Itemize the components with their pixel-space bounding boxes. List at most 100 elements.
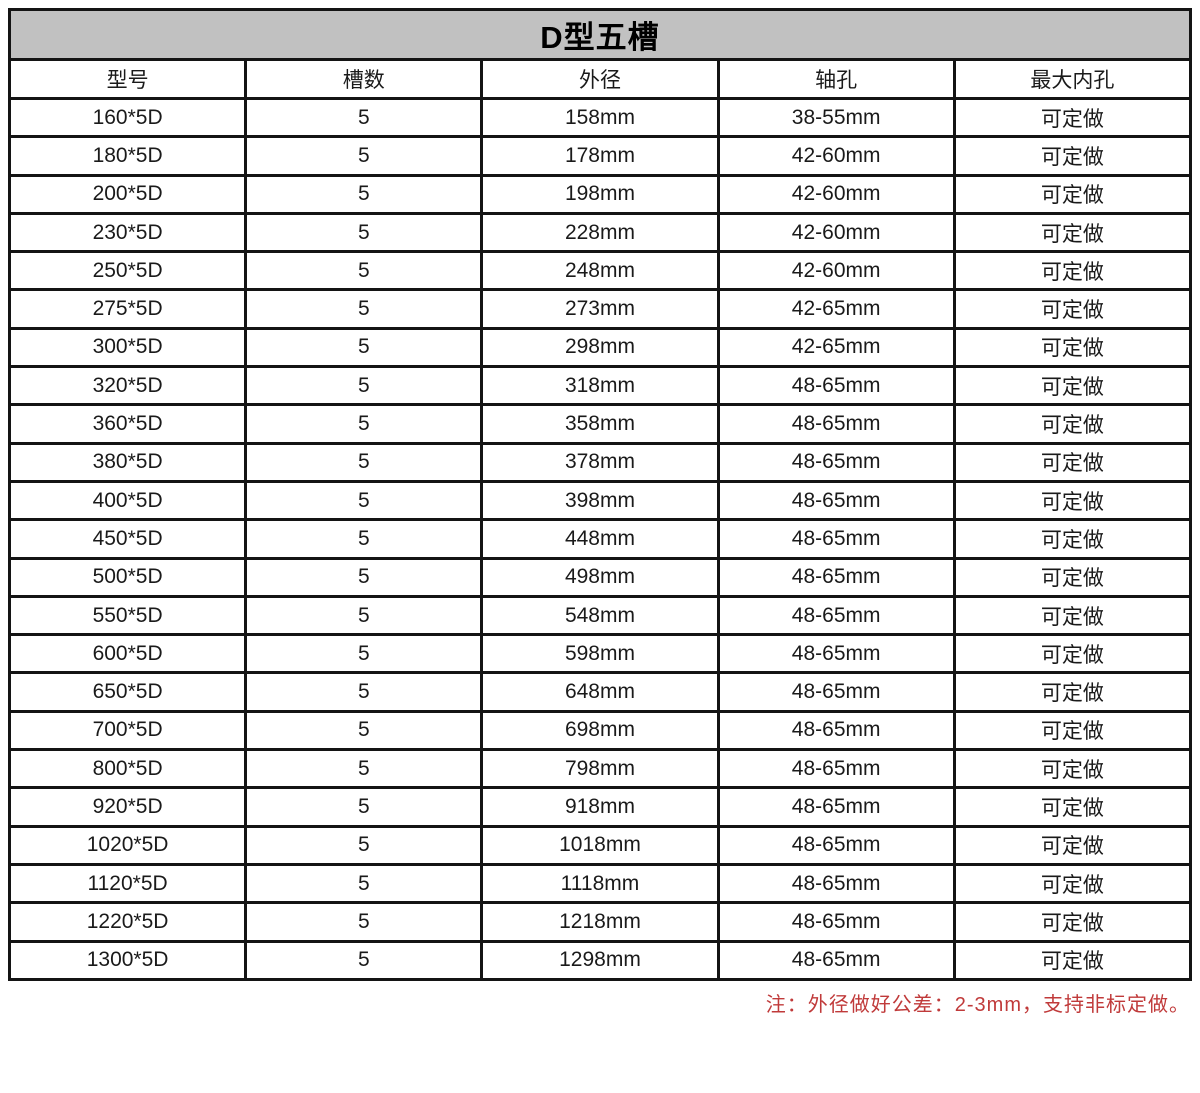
table-cell: 160*5D <box>7 96 248 139</box>
table-row: 250*5D 5 248mm 42-60mm 可定做 <box>7 250 1193 292</box>
table-cell: 275*5D <box>7 288 248 330</box>
table-cell: 5 <box>244 671 484 713</box>
table-cell: 42-60mm <box>716 173 956 215</box>
table-cell: 5 <box>244 748 484 790</box>
table-row: 700*5D 5 698mm 48-65mm 可定做 <box>7 709 1193 752</box>
table-cell: 1020*5D <box>7 824 248 866</box>
table-cell: 1220*5D <box>7 901 248 943</box>
table-cell: 42-60mm <box>716 250 956 292</box>
table-cell: 48-65mm <box>716 901 956 943</box>
table-cell: 5 <box>244 441 484 483</box>
table-row: 1300*5D 5 1298mm 48-65mm 可定做 <box>7 939 1193 981</box>
table-cell: 198mm <box>480 173 720 215</box>
table-cell: 5 <box>244 594 484 637</box>
table-cell: 498mm <box>480 556 720 598</box>
table-row: 275*5D 5 273mm 42-65mm 可定做 <box>7 288 1193 330</box>
table-cell: 可定做 <box>952 709 1193 752</box>
table-cell: 380*5D <box>7 441 248 483</box>
table-cell: 550*5D <box>7 594 248 637</box>
table-cell: 378mm <box>480 441 720 483</box>
table-cell: 可定做 <box>952 403 1193 445</box>
table-cell: 可定做 <box>952 326 1193 369</box>
table-cell: 318mm <box>480 365 720 407</box>
table-cell: 可定做 <box>952 671 1193 713</box>
spec-table: D型五槽 型号 槽数 外径 轴孔 最大内孔 160*5D 5 158mm 38-55m… <box>7 8 1193 981</box>
table-cell: 300*5D <box>7 326 248 369</box>
table-cell: 5 <box>244 326 484 369</box>
table-cell: 可定做 <box>952 518 1193 560</box>
table-cell: 48-65mm <box>716 479 956 522</box>
table-cell: 5 <box>244 173 484 215</box>
table-row: 600*5D 5 598mm 48-65mm 可定做 <box>7 633 1193 675</box>
table-cell: 450*5D <box>7 518 248 560</box>
table-title: D型五槽 <box>8 8 1192 61</box>
table-cell: 42-65mm <box>716 288 956 330</box>
table-cell: 798mm <box>480 748 720 790</box>
table-cell: 可定做 <box>952 479 1193 522</box>
table-cell: 178mm <box>480 135 720 177</box>
table-row: 180*5D 5 178mm 42-60mm 可定做 <box>7 135 1193 177</box>
table-row: 650*5D 5 648mm 48-65mm 可定做 <box>7 671 1193 713</box>
table-cell: 358mm <box>480 403 720 445</box>
table-cell: 可定做 <box>952 211 1193 254</box>
spec-sheet: D型五槽 型号 槽数 外径 轴孔 最大内孔 160*5D 5 158mm 38-55m… <box>7 8 1193 1016</box>
table-cell: 48-65mm <box>716 403 956 445</box>
table-cell: 可定做 <box>952 939 1193 981</box>
table-row: 300*5D 5 298mm 42-65mm 可定做 <box>7 326 1193 369</box>
table-cell: 5 <box>244 709 484 752</box>
table-cell: 42-65mm <box>716 326 956 369</box>
table-row: 500*5D 5 498mm 48-65mm 可定做 <box>7 556 1193 598</box>
table-cell: 48-65mm <box>716 518 956 560</box>
table-cell: 可定做 <box>952 441 1193 483</box>
table-cell: 1118mm <box>480 862 720 905</box>
table-cell: 5 <box>244 250 484 292</box>
table-cell: 500*5D <box>7 556 248 598</box>
table-cell: 228mm <box>480 211 720 254</box>
table-cell: 648mm <box>480 671 720 713</box>
table-cell: 180*5D <box>7 135 248 177</box>
table-row: 450*5D 5 448mm 48-65mm 可定做 <box>7 518 1193 560</box>
table-cell: 800*5D <box>7 748 248 790</box>
table-cell: 48-65mm <box>716 748 956 790</box>
table-cell: 5 <box>244 939 484 981</box>
table-cell: 5 <box>244 365 484 407</box>
table-cell: 5 <box>244 556 484 598</box>
footer-note: 注：外径做好公差：2-3mm，支持非标定做。 <box>765 993 1190 1016</box>
table-cell: 48-65mm <box>716 786 956 828</box>
table-cell: 1120*5D <box>7 862 248 905</box>
table-cell: 可定做 <box>952 633 1193 675</box>
table-cell: 5 <box>244 824 484 866</box>
table-row: 920*5D 5 918mm 48-65mm 可定做 <box>7 786 1193 828</box>
table-cell: 650*5D <box>7 671 248 713</box>
table-row: 200*5D 5 198mm 42-60mm 可定做 <box>7 173 1193 215</box>
table-cell: 可定做 <box>952 250 1193 292</box>
column-header-max-inner-hole: 最大内孔 <box>952 58 1193 100</box>
table-row: 1120*5D 5 1118mm 48-65mm 可定做 <box>7 862 1193 905</box>
table-cell: 可定做 <box>952 96 1193 139</box>
table-cell: 320*5D <box>7 365 248 407</box>
table-cell: 可定做 <box>952 135 1193 177</box>
table-cell: 5 <box>244 211 484 254</box>
table-cell: 48-65mm <box>716 441 956 483</box>
title-row: D型五槽 <box>8 8 1192 61</box>
table-row: 360*5D 5 358mm 48-65mm 可定做 <box>7 403 1193 445</box>
table-cell: 48-65mm <box>716 709 956 752</box>
table-cell: 5 <box>244 862 484 905</box>
table-cell: 48-65mm <box>716 671 956 713</box>
table-cell: 5 <box>244 901 484 943</box>
table-cell: 5 <box>244 135 484 177</box>
table-cell: 298mm <box>480 326 720 369</box>
table-cell: 248mm <box>480 250 720 292</box>
table-row: 230*5D 5 228mm 42-60mm 可定做 <box>7 211 1193 254</box>
table-row: 550*5D 5 548mm 48-65mm 可定做 <box>7 594 1193 637</box>
table-row: 800*5D 5 798mm 48-65mm 可定做 <box>7 748 1193 790</box>
table-cell: 5 <box>244 403 484 445</box>
table-cell: 250*5D <box>7 250 248 292</box>
table-row: 320*5D 5 318mm 48-65mm 可定做 <box>7 365 1193 407</box>
column-header-outer-diameter: 外径 <box>480 58 720 100</box>
table-cell: 可定做 <box>952 288 1193 330</box>
table-cell: 48-65mm <box>716 824 956 866</box>
table-cell: 400*5D <box>7 479 248 522</box>
table-cell: 48-65mm <box>716 556 956 598</box>
table-row: 1220*5D 5 1218mm 48-65mm 可定做 <box>7 901 1193 943</box>
